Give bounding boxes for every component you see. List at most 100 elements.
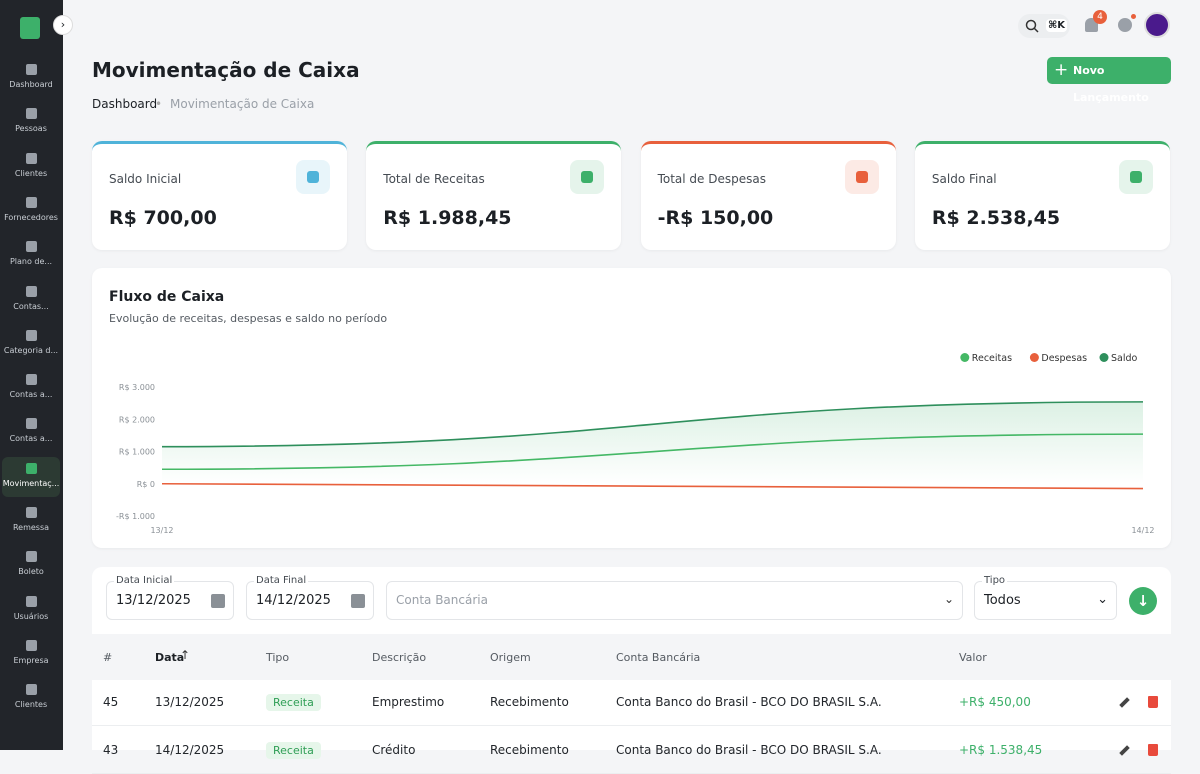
column-header: Valor: [959, 651, 987, 664]
nav-label: Clientes: [14, 700, 48, 710]
legend-label: Saldo: [1111, 353, 1138, 364]
type-chip: Receita: [266, 694, 321, 711]
breadcrumb-separator: •: [155, 97, 163, 111]
new-entry-button[interactable]: + Novo Lançamento: [1047, 57, 1171, 104]
nav-icon: [25, 374, 37, 386]
nav-label: Boleto: [18, 567, 44, 577]
nav-icon: [25, 595, 37, 607]
kpi-icon: [570, 160, 605, 194]
sort-icon: ↑: [180, 648, 191, 662]
kpi-value: -R$ 150,00: [657, 207, 774, 229]
column-header[interactable]: Data: [155, 651, 185, 664]
search[interactable]: ⌘K: [1018, 14, 1070, 38]
nav-item[interactable]: Empresa: [2, 634, 60, 674]
kpi-icon: [844, 160, 879, 194]
kpi-label: Total de Despesas: [657, 172, 766, 186]
nav-item[interactable]: Movimentaç...: [2, 456, 60, 497]
shortcut: ⌘K: [1046, 19, 1068, 32]
nav-label: Usuários: [13, 611, 49, 621]
nav-label: Movimentaç...: [2, 478, 60, 488]
kpi-icon: [296, 160, 330, 194]
nav-icon: [25, 684, 37, 696]
calendar-icon: [351, 594, 365, 608]
kpi-label: Total de Receitas: [383, 172, 485, 186]
icon-glyph: [307, 171, 319, 183]
delete-button[interactable]: [1148, 696, 1158, 708]
table-header: [92, 634, 1171, 680]
nav-item[interactable]: Usuários: [2, 590, 60, 630]
nav-item[interactable]: Remessa: [2, 501, 60, 541]
search-icon: [1025, 19, 1039, 33]
start-date[interactable]: 13/12/2025: [106, 581, 234, 620]
nav-item[interactable]: Boleto: [2, 545, 60, 585]
nav-label: Contas...: [13, 301, 49, 311]
cell: 43: [103, 743, 119, 757]
page-title: Movimentação de Caixa: [92, 58, 360, 82]
nav-label: Empresa: [13, 655, 49, 665]
kpi-card: Total de Despesas -R$ 150,00: [640, 141, 896, 250]
column-header: Origem: [490, 651, 531, 664]
type-label: Tipo: [982, 575, 1008, 586]
nav-label: Categoria d...: [3, 345, 59, 355]
column-header: #: [103, 651, 113, 664]
button-label: Novo Lançamento: [1073, 64, 1149, 104]
nav-item[interactable]: Clientes: [2, 678, 60, 718]
nav-label: Remessa: [12, 523, 50, 532]
nav-item[interactable]: Categoria d...: [2, 324, 60, 364]
avatar[interactable]: [1144, 12, 1170, 38]
legend-swatch: [1029, 353, 1039, 362]
start-date-label: Data Inicial: [114, 575, 175, 586]
nav-item[interactable]: Contas...: [2, 280, 60, 320]
calendar-icon: [211, 594, 225, 608]
area: [162, 401, 1143, 484]
kpi-value: R$ 700,00: [109, 207, 217, 229]
nav-label: Pessoas: [15, 124, 47, 134]
column-header: Descrição: [372, 651, 427, 664]
collapse-button[interactable]: ›: [53, 15, 73, 35]
delete-button[interactable]: [1148, 744, 1158, 756]
y-tick-label: R$ 0: [137, 480, 155, 489]
legend-swatch: [1099, 353, 1109, 362]
settings[interactable]: [1118, 18, 1132, 32]
type-select[interactable]: Todos ⌄: [974, 581, 1117, 620]
nav-icon: [25, 462, 37, 474]
nav-item[interactable]: Plano de...: [2, 235, 60, 275]
legend-label: Despesas: [1041, 353, 1087, 364]
line: [161, 482, 1144, 490]
nav-icon: [25, 241, 37, 253]
nav-icon: [25, 285, 37, 297]
nav-icon: [25, 551, 37, 563]
nav-icon: [25, 418, 37, 430]
nav-item[interactable]: Pessoas: [2, 102, 60, 142]
end-date-value: 14/12/2025: [256, 593, 331, 608]
settings-dot: [1131, 14, 1136, 19]
nav-label: Clientes: [14, 168, 48, 178]
nav-icon: [25, 64, 37, 75]
cell: 14/12/2025: [155, 743, 225, 757]
chart-title: Fluxo de Caixa: [109, 289, 224, 305]
page: Movimentação de Caixa *{box-sizing:borde…: [0, 0, 1171, 759]
y-tick-label: R$ 1.000: [119, 448, 155, 457]
legend-swatch: [960, 353, 970, 362]
kpi-label: Saldo Final: [931, 172, 997, 186]
nav-icon: [25, 108, 37, 120]
nav-item[interactable]: Dashboard: [2, 58, 60, 98]
x-tick-label: 14/12: [1131, 526, 1154, 535]
plus-icon: +: [1054, 60, 1069, 80]
nav-label: Contas a...: [9, 434, 53, 444]
account-select[interactable]: Conta Bancária ⌄: [386, 581, 963, 620]
cell: Recebimento: [490, 695, 569, 709]
nav-icon: [25, 639, 37, 651]
nav-item[interactable]: Clientes: [2, 147, 60, 187]
y-tick-label: -R$ 1.000: [116, 512, 155, 521]
nav-item[interactable]: Contas a...: [2, 368, 60, 408]
nav-label: Plano de...: [9, 257, 53, 267]
cell: +R$ 450,00: [959, 695, 1031, 709]
end-date[interactable]: 14/12/2025: [246, 581, 374, 620]
nav-item[interactable]: Fornecedores: [2, 191, 60, 231]
account-placeholder: Conta Bancária: [396, 593, 488, 607]
breadcrumb-link[interactable]: Dashboard: [92, 97, 158, 111]
export-button[interactable]: ↓: [1129, 587, 1157, 615]
nav-item[interactable]: Contas a...: [2, 412, 60, 452]
nav-label: Contas a...: [9, 390, 53, 400]
